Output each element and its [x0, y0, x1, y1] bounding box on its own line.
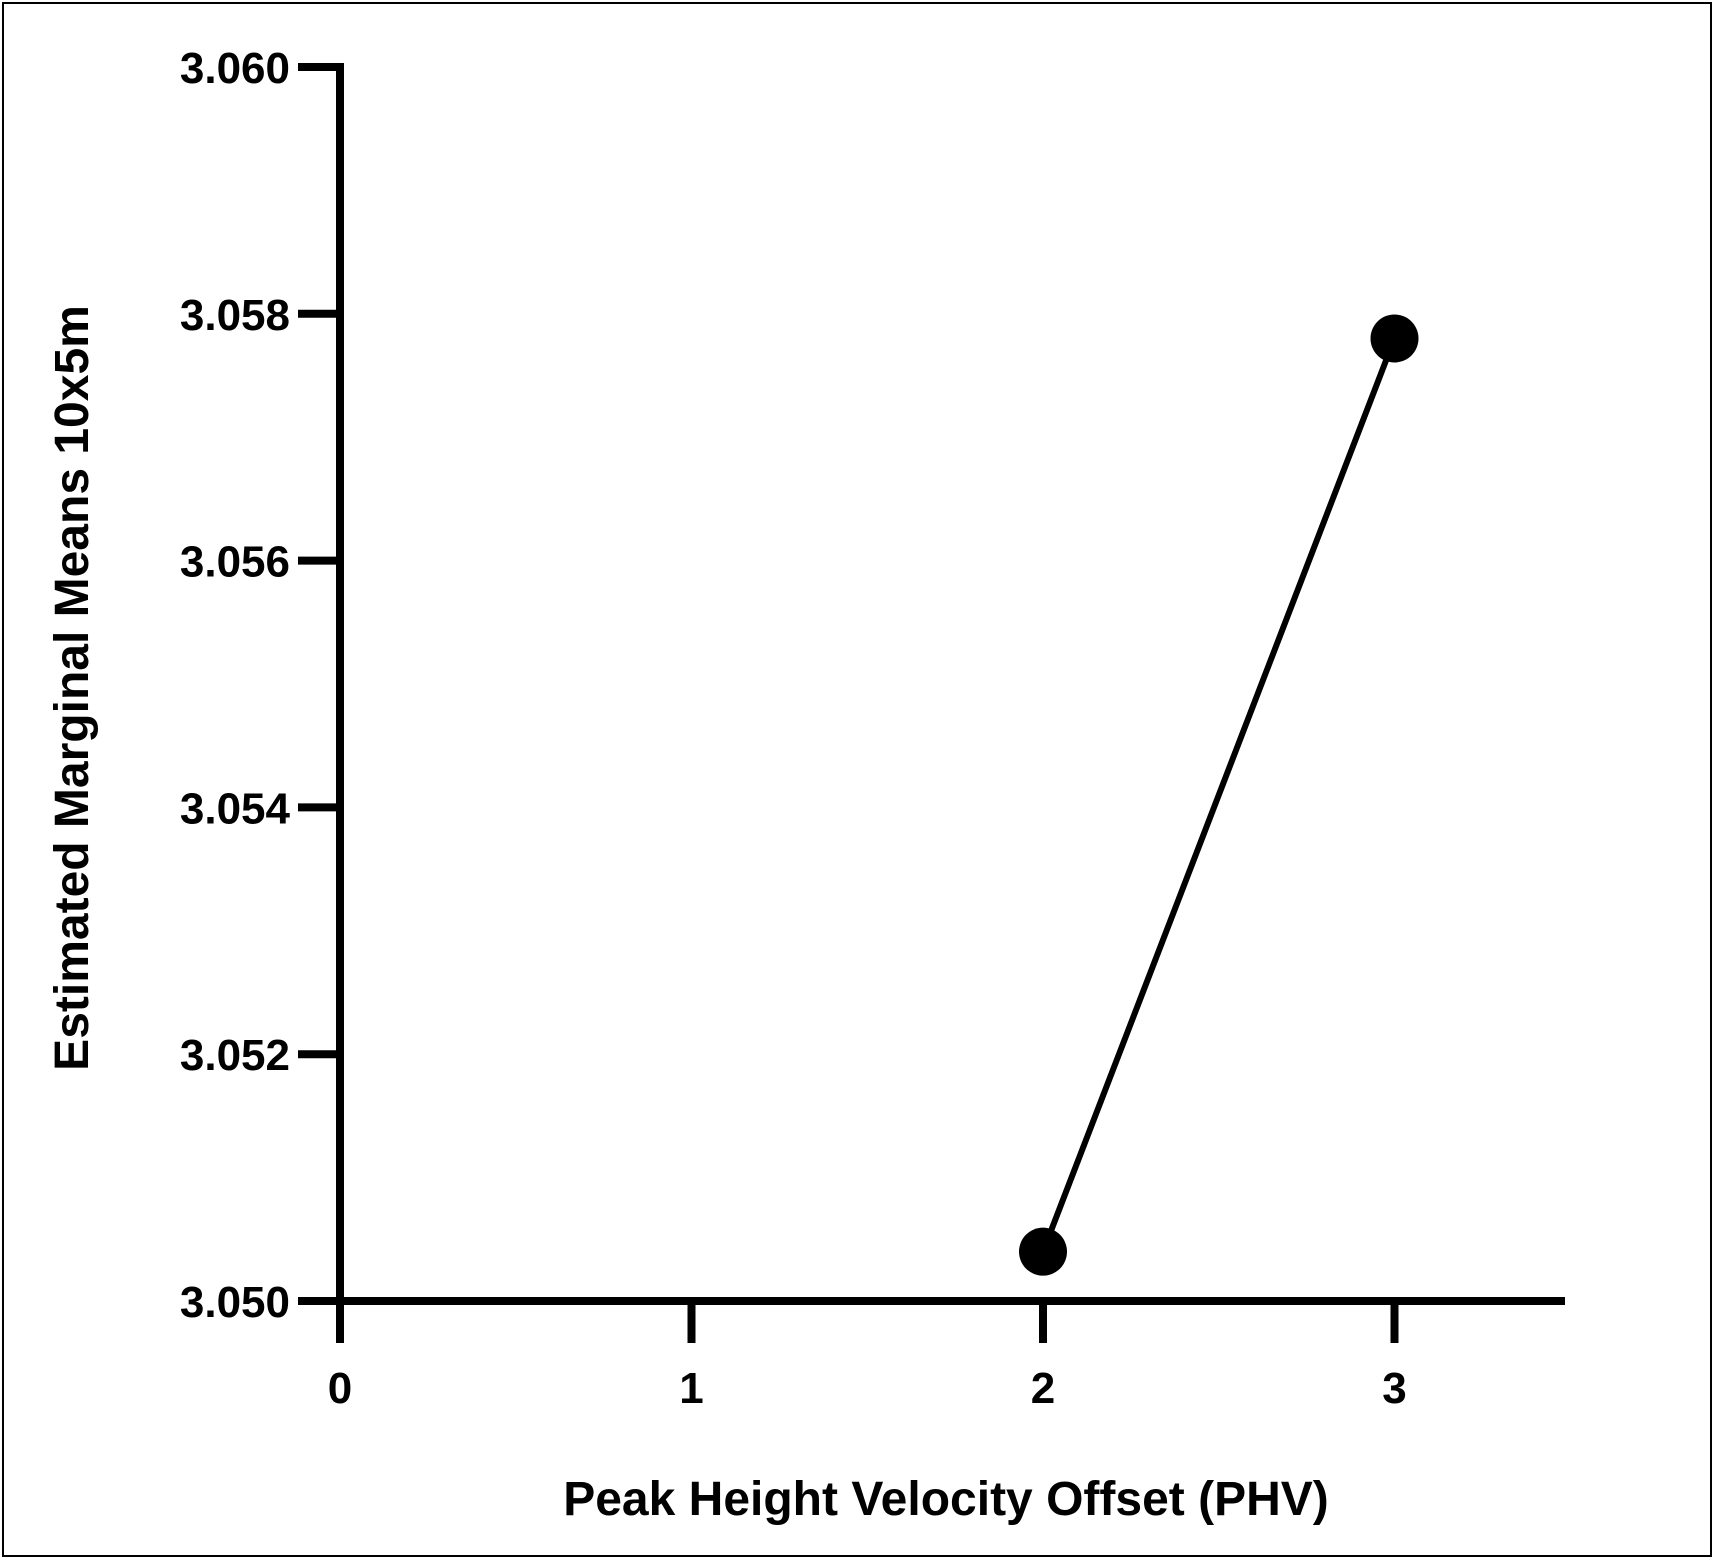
- x-tick-label: 1: [679, 1364, 703, 1413]
- y-tick-label: 3.056: [180, 538, 290, 587]
- data-point: [1370, 314, 1419, 363]
- x-tick-label: 3: [1382, 1364, 1406, 1413]
- y-axis-title: Estimated Marginal Means 10x5m: [46, 305, 99, 1071]
- data-point: [1019, 1227, 1067, 1276]
- x-tick-label: 2: [1031, 1364, 1055, 1413]
- x-tick-label: 0: [328, 1364, 352, 1413]
- y-tick-label: 3.052: [180, 1031, 290, 1080]
- series-layer: [1019, 314, 1419, 1276]
- y-ticks: 3.050 3.052 3.054 3.056 3.058 3.060: [180, 44, 340, 1327]
- x-axis-title: Peak Height Velocity Offset (PHV): [563, 1473, 1329, 1526]
- x-ticks: 0 1 2 3: [328, 1301, 1407, 1413]
- y-tick-label: 3.060: [180, 44, 290, 93]
- y-tick-label: 3.050: [180, 1278, 290, 1327]
- y-tick-label: 3.058: [180, 291, 290, 340]
- y-tick-label: 3.054: [180, 784, 291, 833]
- series-line: [1040, 337, 1398, 1253]
